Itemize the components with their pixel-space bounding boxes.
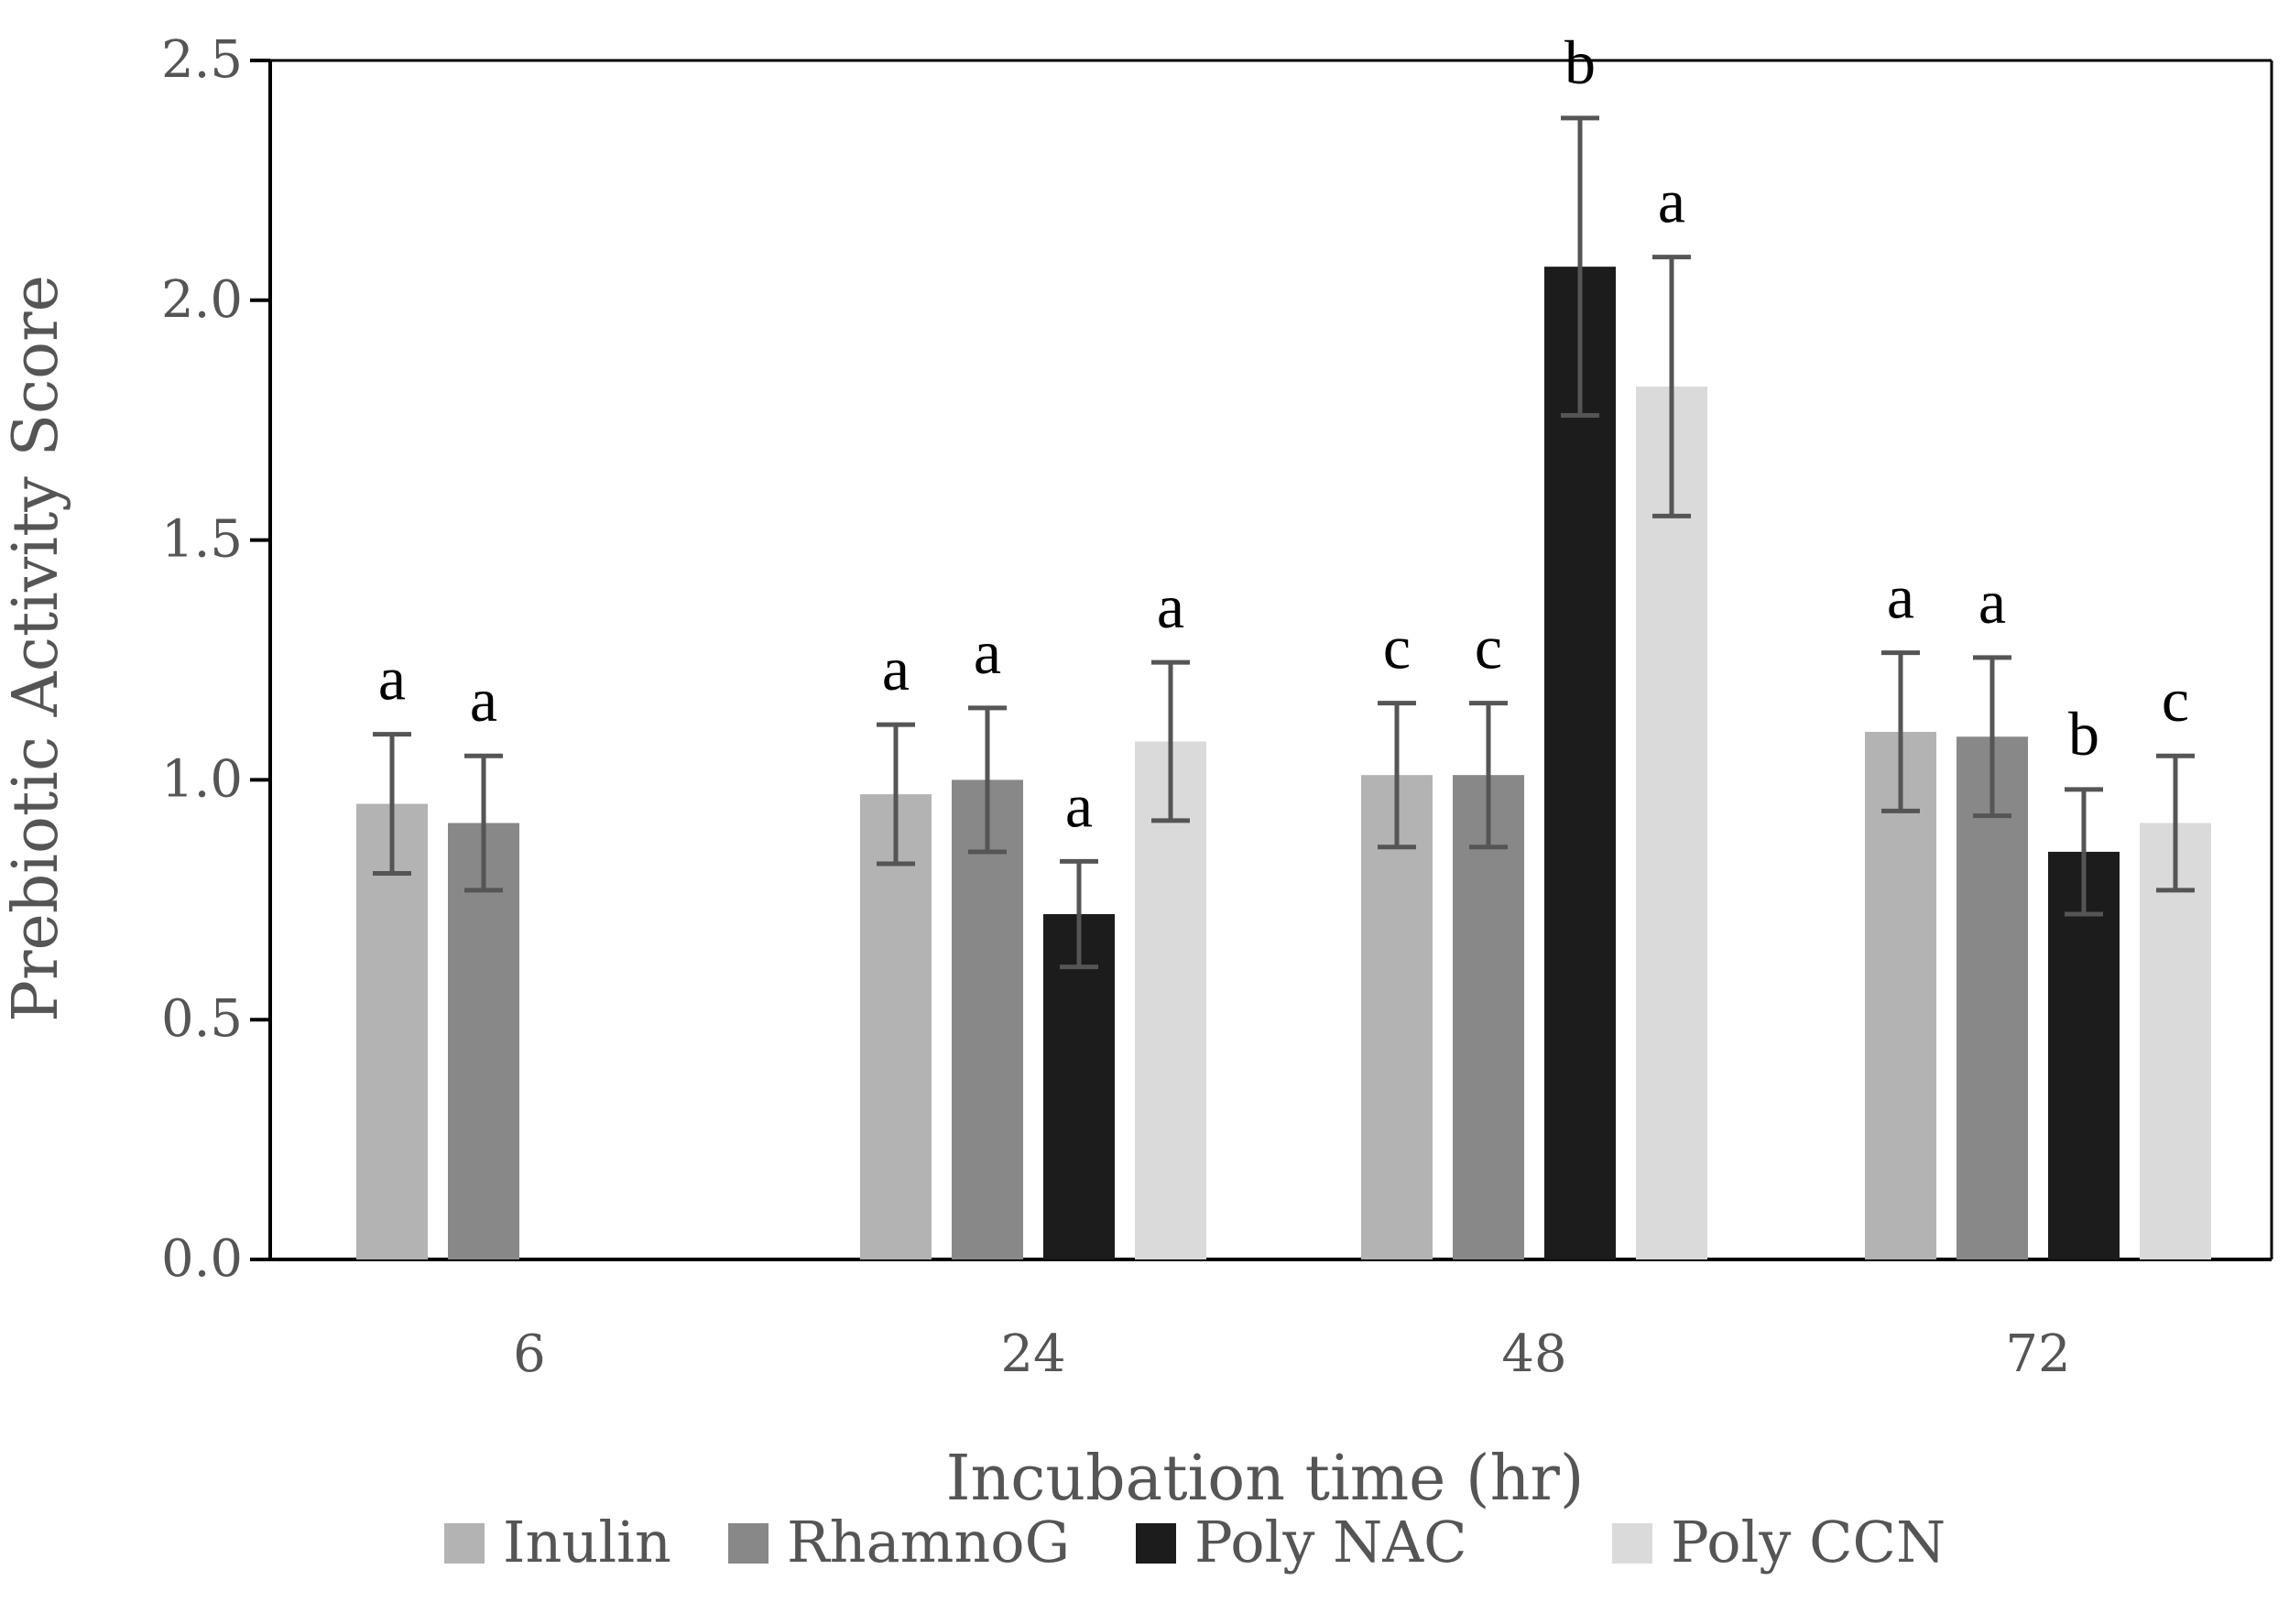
x-axis-title: Incubation time (hr) xyxy=(946,1443,1585,1515)
significance-label: a xyxy=(1157,572,1184,641)
legend: Inulin RhamnoG Poly NAC Poly CCN xyxy=(444,1509,1946,1575)
legend-label: RhamnoG xyxy=(787,1509,1070,1575)
significance-label: b xyxy=(1564,27,1596,97)
y-tick-label: 1.5 xyxy=(161,510,243,570)
legend-label: Inulin xyxy=(503,1509,671,1575)
y-tick-label: 1.0 xyxy=(161,749,243,809)
significance-label: a xyxy=(1978,567,2006,637)
bar xyxy=(2140,823,2211,1259)
x-tick-label: 24 xyxy=(1000,1324,1065,1384)
y-tick-label: 0.5 xyxy=(161,989,243,1049)
y-axis: 0.0 0.5 1.0 1.5 2.0 2.5 xyxy=(161,30,272,1289)
significance-label: b xyxy=(2068,699,2099,768)
significance-label: a xyxy=(378,644,406,714)
bar xyxy=(1453,775,1524,1259)
bar xyxy=(356,803,428,1259)
legend-swatch xyxy=(444,1523,485,1564)
y-axis-title: Prebiotic Activity Score xyxy=(0,275,72,1022)
significance-label: c xyxy=(1475,613,1502,682)
bar xyxy=(1361,775,1433,1259)
significance-label: a xyxy=(974,617,1001,687)
bar xyxy=(1135,741,1206,1259)
significance-label: a xyxy=(882,634,910,703)
legend-label: Poly CCN xyxy=(1671,1509,1946,1575)
significance-label: a xyxy=(1658,167,1685,236)
y-tick-label: 2.5 xyxy=(161,30,243,90)
bar xyxy=(1957,736,2028,1259)
significance-label: a xyxy=(1887,562,1914,632)
legend-swatch xyxy=(1612,1523,1652,1564)
x-tick-label: 72 xyxy=(2005,1324,2070,1384)
bar xyxy=(1544,267,1616,1260)
bar xyxy=(860,794,932,1259)
bar xyxy=(1636,387,1707,1260)
x-tick-label: 6 xyxy=(513,1324,546,1384)
bar xyxy=(448,823,519,1259)
error-bars xyxy=(373,115,2195,970)
significance-label: c xyxy=(2162,665,2189,735)
bars xyxy=(356,267,2211,1260)
y-tick-label: 2.0 xyxy=(161,270,243,330)
legend-label: Poly NAC xyxy=(1194,1509,1467,1575)
plot-frame xyxy=(270,59,2273,1259)
significance-label: a xyxy=(470,665,497,735)
significance-label: a xyxy=(1065,770,1093,840)
legend-swatch xyxy=(728,1523,768,1564)
bar xyxy=(1043,914,1115,1259)
bar xyxy=(1865,732,1936,1259)
x-tick-label: 48 xyxy=(1501,1324,1566,1384)
significance-label: c xyxy=(1383,613,1411,682)
y-tick-label: 0.0 xyxy=(161,1229,243,1289)
bar xyxy=(952,779,1023,1259)
x-axis: 6 24 48 72 xyxy=(270,1258,2272,1384)
bar xyxy=(2048,851,2120,1259)
legend-swatch xyxy=(1136,1523,1176,1564)
